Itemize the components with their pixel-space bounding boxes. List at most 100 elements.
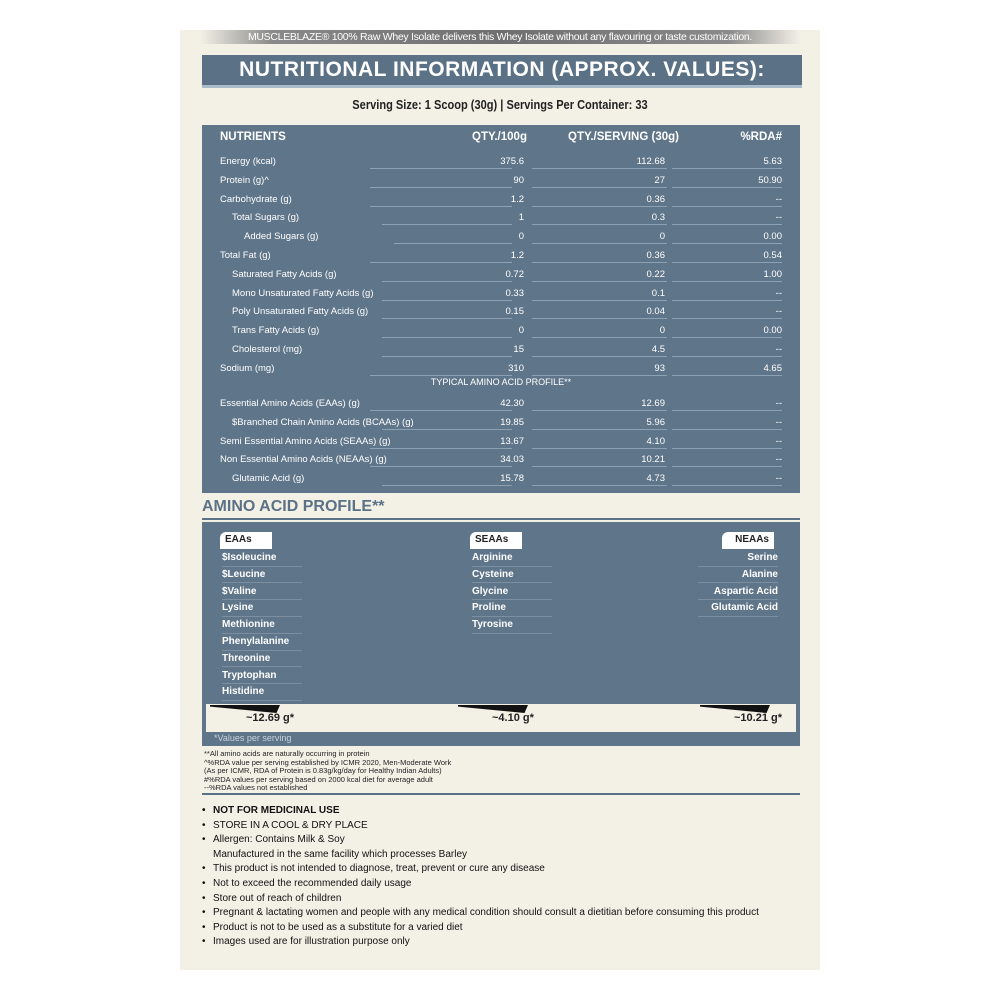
values-note: *Values per serving (214, 733, 292, 743)
qty-per-100g: 0.72 (505, 268, 525, 280)
amino-acid-item: Serine (698, 550, 778, 567)
amino-acid-item: $Leucine (222, 567, 302, 584)
nutrient-name: Energy (kcal) (220, 156, 276, 167)
table-row: Essential Amino Acids (EAAs) (g) 42.30 12.… (202, 395, 800, 414)
row-rule (532, 356, 667, 357)
row-rule (672, 410, 782, 411)
row-rule (672, 356, 782, 357)
row-rule (672, 374, 782, 376)
table-row: Semi Essential Amino Acids (SEAAs) (g) 13… (202, 433, 800, 452)
row-rule (532, 280, 667, 282)
row-rule (532, 318, 667, 320)
qty-per-serving: 5.96 (646, 416, 666, 428)
header-nutrients: NUTRIENTS (220, 131, 286, 143)
table-row: Carbohydrate (g) 1.2 0.36 -- (202, 191, 800, 210)
nutrient-name: Total Fat (g) (220, 250, 271, 261)
amino-acid-item: Glutamic Acid (698, 600, 778, 618)
nutrient-name: Cholesterol (mg) (232, 344, 303, 355)
table-row: Poly Unsaturated Fatty Acids (g) 0.15 0.04… (202, 303, 800, 322)
table-row: Energy (kcal) 375.6 112.68 5.63 (202, 153, 800, 172)
table-row: $Branched Chain Amino Acids (BCAAs) (g) 1… (202, 414, 800, 433)
qty-per-serving: 4.10 (646, 435, 666, 447)
table-row: Added Sugars (g) 0 0 0.00 (202, 228, 800, 247)
qty-per-100g: 42.30 (500, 398, 524, 409)
footnote: #%RDA values per serving based on 2000 k… (204, 774, 433, 784)
warning-item: This product is not intended to diagnose… (202, 862, 759, 877)
table-row: Sodium (mg) 310 93 4.65 (202, 360, 800, 379)
qty-per-serving: 0 (659, 325, 665, 337)
row-rule (672, 168, 782, 169)
warning-item: Store out of reach of children (202, 892, 759, 907)
header-serving: QTY./SERVING (30g) (568, 131, 679, 143)
qty-per-100g: 19.85 (500, 416, 524, 428)
row-rule (370, 410, 512, 411)
amino-profile-panel: ~12.69 g* ~4.10 g* ~10.21 g* *Values per s… (202, 522, 800, 746)
footnote: --%RDA values not established (204, 783, 308, 793)
nutrient-name: Trans Fatty Acids (g) (232, 325, 320, 337)
table-row: Cholesterol (mg) 15 4.5 -- (202, 341, 800, 360)
rda-value: 0.00 (763, 325, 783, 337)
row-rule (672, 318, 782, 320)
label-card: MUSCLEBLAZE® 100% Raw Whey Isolate deliv… (180, 30, 820, 970)
amino-acid-item: $Valine (222, 584, 302, 601)
qty-per-100g: 375.6 (500, 156, 524, 167)
row-rule (370, 168, 512, 169)
row-rule (382, 356, 512, 357)
nutrient-name: Semi Essential Amino Acids (SEAAs) (g) (220, 435, 391, 447)
qty-per-100g: 0 (518, 231, 524, 243)
amino-acid-item: $Isoleucine (222, 550, 302, 567)
row-rule (532, 337, 667, 339)
table-row: Protein (g)^ 90 27 50.90 (202, 172, 800, 191)
row-rule (370, 186, 512, 188)
qty-per-100g: 0.15 (505, 306, 525, 318)
qty-per-100g: 0.33 (505, 287, 525, 299)
warning-item: Allergen: Contains Milk & Soy (202, 833, 759, 848)
header-rda: %RDA# (740, 131, 782, 143)
table-row: Trans Fatty Acids (g) 0 0 0.00 (202, 322, 800, 341)
qty-per-100g: 34.03 (500, 454, 524, 466)
row-rule (672, 243, 782, 245)
divider (202, 793, 800, 795)
qty-per-serving: 112.68 (636, 156, 665, 167)
amino-acid-item: Aspartic Acid (698, 584, 778, 601)
header-per100: QTY./100g (472, 131, 527, 143)
row-rule (532, 186, 667, 188)
nutrient-name: Protein (g)^ (220, 174, 269, 186)
amino-acid-item: Proline (472, 600, 552, 618)
row-rule (672, 205, 782, 207)
rda-value: -- (775, 435, 782, 447)
qty-per-100g: 1 (518, 212, 524, 224)
row-rule (532, 205, 667, 207)
rda-value: -- (775, 344, 782, 355)
table-row: Non Essential Amino Acids (NEAAs) (g) 34.… (202, 451, 800, 470)
nutrient-name: Sodium (mg) (220, 362, 275, 374)
qty-per-serving: 0.3 (651, 212, 665, 224)
row-rule (672, 262, 782, 263)
nutrient-name: $Branched Chain Amino Acids (BCAAs) (g) (232, 416, 414, 428)
row-rule (532, 299, 667, 301)
footnote: ^%RDA value per serving established by I… (204, 757, 452, 767)
qty-per-serving: 4.5 (651, 344, 665, 355)
table-row: Total Sugars (g) 1 0.3 -- (202, 209, 800, 228)
qty-per-100g: 13.67 (500, 435, 524, 447)
rda-value: -- (775, 416, 782, 428)
nutrient-name: Carbohydrate (g) (220, 193, 292, 205)
row-rule (532, 428, 667, 430)
warning-item: STORE IN A COOL & DRY PLACE (202, 819, 759, 834)
amino-acid-item: Glycine (472, 584, 552, 601)
qty-per-serving: 0 (659, 231, 665, 243)
page-title: NUTRITIONAL INFORMATION (APPROX. VALUES)… (202, 55, 802, 88)
row-rule (672, 485, 782, 487)
qty-per-serving: 0.36 (646, 193, 666, 205)
warning-item: Pregnant & lactating women and people wi… (202, 906, 759, 921)
row-rule (382, 428, 512, 430)
qty-per-100g: 0 (518, 325, 524, 337)
amino-profile-title: AMINO ACID PROFILE** (202, 498, 385, 515)
nutrient-name: Poly Unsaturated Fatty Acids (g) (232, 306, 369, 318)
divider (202, 518, 800, 520)
row-rule (672, 337, 782, 339)
row-rule (532, 466, 667, 468)
rda-value: 5.63 (763, 156, 783, 167)
table-row: Glutamic Acid (g) 15.78 4.73 -- (202, 470, 800, 489)
amino-acid-item: Arginine (472, 550, 552, 567)
